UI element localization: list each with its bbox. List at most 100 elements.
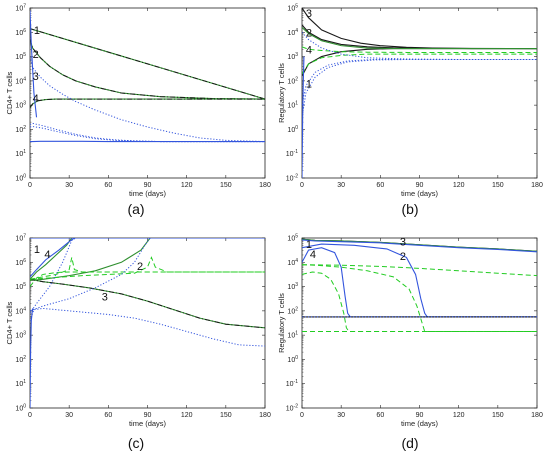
plot-area-frame [29, 237, 266, 409]
series-line-2 [30, 238, 265, 282]
y-tick-label: 101 [287, 331, 298, 340]
y-tick-label: 106 [15, 258, 26, 267]
curve-annotation-4: 4 [44, 249, 50, 261]
x-axis-label: time (days) [401, 189, 439, 198]
y-tick-label: 10-1 [286, 379, 298, 388]
curve-annotation-3: 3 [306, 8, 312, 20]
chart-panel-2: 0 30 60 90 120 150 180 100 101 102 103 104 105 106 107… [5, 234, 271, 452]
y-axis-label: CD4+ T cells [5, 71, 14, 114]
curve-annotation-3: 3 [33, 71, 39, 83]
y-tick-label: 103 [15, 101, 26, 110]
series-line-1 [30, 28, 265, 100]
y-tick-label: 103 [287, 282, 298, 291]
plot-area-frame [301, 7, 538, 179]
series-group [30, 238, 265, 408]
y-tick-label: 100 [287, 355, 298, 364]
series-line-9 [302, 56, 305, 178]
series-line-10 [30, 10, 38, 118]
x-tick-label: 0 [300, 182, 304, 189]
y-tick-label: 101 [15, 379, 26, 388]
y-tick-label: 105 [287, 4, 298, 13]
y-tick-label: 105 [15, 282, 26, 291]
y-tick-label: 100 [15, 404, 26, 413]
x-tick-label: 150 [492, 182, 504, 189]
y-tick-label: 103 [287, 52, 298, 61]
x-tick-label: 120 [453, 182, 465, 189]
series-line-8 [30, 307, 265, 347]
x-tick-label: 180 [259, 412, 271, 419]
series-line-4 [30, 278, 265, 329]
y-tick-label: 105 [15, 52, 26, 61]
y-tick-label: 10-1 [286, 149, 298, 158]
panel-caption: (c) [128, 435, 144, 451]
x-tick-label: 180 [531, 412, 543, 419]
x-tick-label: 0 [28, 412, 32, 419]
curve-annotation-4: 4 [33, 93, 39, 105]
x-tick-label: 90 [416, 182, 424, 189]
series-line-5 [302, 53, 537, 74]
panel-caption: (b) [401, 201, 418, 217]
series-line-1 [30, 238, 265, 280]
x-tick-label: 60 [376, 412, 384, 419]
curve-annotation-1: 1 [34, 25, 40, 37]
x-tick-label: 180 [531, 182, 543, 189]
curve-annotation-2: 2 [33, 49, 39, 61]
x-axis-label: time (days) [129, 189, 167, 198]
curve-annotation-1: 1 [306, 239, 312, 251]
y-tick-label: 106 [15, 28, 26, 37]
x-tick-label: 60 [104, 182, 112, 189]
x-tick-label: 0 [300, 412, 304, 419]
y-tick-label: 10-2 [286, 174, 298, 183]
x-tick-label: 120 [181, 412, 193, 419]
series-line-3 [30, 39, 265, 100]
series-line-7 [302, 247, 537, 318]
curve-annotation-3: 3 [102, 291, 108, 303]
curve-annotation-2: 2 [306, 27, 312, 39]
x-tick-label: 60 [376, 182, 384, 189]
curve-annotation-2: 2 [137, 261, 143, 273]
x-tick-label: 150 [220, 182, 232, 189]
y-axis-label: Regulatory T cells [277, 293, 286, 353]
x-tick-label: 150 [220, 412, 232, 419]
series-line-13 [30, 308, 34, 408]
series-group [30, 10, 265, 143]
series-group [302, 238, 537, 332]
x-tick-label: 60 [104, 412, 112, 419]
y-axis-label: CD4+ T cells [5, 301, 14, 344]
y-tick-label: 100 [15, 174, 26, 183]
plot-area-frame [301, 237, 538, 409]
curve-annotation-4: 4 [306, 44, 312, 56]
x-axis-label: time (days) [401, 419, 439, 428]
y-tick-label: 107 [15, 234, 26, 243]
curve-annotation-1: 1 [306, 78, 312, 90]
series-line-7 [30, 122, 265, 143]
y-tick-label: 107 [15, 4, 26, 13]
chart-panel-0: 0 30 60 90 120 150 180 100 101 102 103 104 105 106 107… [5, 4, 271, 218]
panel-caption: (a) [127, 201, 144, 217]
y-tick-label: 102 [287, 76, 298, 85]
series-line-6 [30, 257, 265, 280]
series-line-9 [30, 238, 265, 314]
y-tick-label: 104 [287, 28, 298, 37]
x-tick-label: 30 [337, 182, 345, 189]
x-tick-label: 90 [416, 412, 424, 419]
curve-annotation-1: 1 [34, 244, 40, 256]
series-line-4 [302, 264, 537, 332]
y-tick-label: 100 [287, 125, 298, 134]
series-line-11 [30, 238, 265, 278]
y-axis-label: Regulatory T cells [277, 63, 286, 123]
y-tick-label: 10-2 [286, 404, 298, 413]
y-tick-label: 103 [15, 331, 26, 340]
chart-panel-3: 0 30 60 90 120 150 180 10-2 10-1 100 101 102 103 104 1… [277, 234, 543, 452]
series-line-6 [302, 31, 537, 60]
x-tick-label: 30 [65, 412, 73, 419]
plot-area-frame [29, 7, 266, 179]
y-tick-label: 104 [15, 76, 26, 85]
y-tick-label: 102 [15, 125, 26, 134]
y-tick-label: 101 [287, 101, 298, 110]
curve-annotation-2: 2 [400, 251, 406, 263]
y-tick-label: 102 [287, 306, 298, 315]
y-tick-label: 102 [15, 355, 26, 364]
series-line-8 [302, 243, 537, 318]
